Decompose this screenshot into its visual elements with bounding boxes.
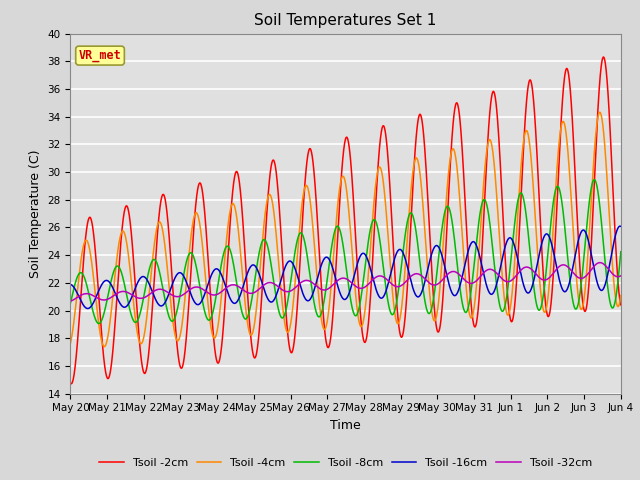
Tsoil -16cm (67, 281, 74, 287)
Legend: Tsoil -2cm, Tsoil -4cm, Tsoil -8cm, Tsoil -16cm, Tsoil -32cm: Tsoil -2cm, Tsoil -4cm, Tsoil -8cm, Tsoi… (95, 453, 596, 472)
Tsoil -16cm (301, 296, 309, 302)
Tsoil -16cm (547, 239, 555, 244)
Tsoil -2cm (67, 381, 75, 387)
Tsoil -32cm (67, 298, 74, 304)
Tsoil -2cm (607, 132, 614, 138)
Line: Tsoil -16cm: Tsoil -16cm (70, 226, 621, 309)
Tsoil -32cm (278, 287, 285, 292)
Tsoil -16cm (162, 298, 170, 303)
Tsoil -2cm (600, 54, 607, 60)
Tsoil -32cm (547, 274, 554, 279)
Tsoil -16cm (606, 259, 614, 264)
Tsoil -4cm (596, 109, 604, 115)
Tsoil -2cm (278, 242, 285, 248)
Tsoil -8cm (129, 318, 137, 324)
Tsoil -16cm (617, 224, 625, 229)
Tsoil -8cm (278, 315, 285, 321)
Tsoil -2cm (67, 380, 74, 386)
Line: Tsoil -2cm: Tsoil -2cm (70, 57, 621, 384)
Tsoil -8cm (617, 249, 625, 254)
Tsoil -4cm (301, 183, 309, 189)
X-axis label: Time: Time (330, 419, 361, 432)
Tsoil -4cm (278, 294, 285, 300)
Tsoil -4cm (100, 344, 108, 349)
Tsoil -8cm (162, 302, 170, 308)
Line: Tsoil -8cm: Tsoil -8cm (70, 180, 621, 324)
Tsoil -2cm (547, 302, 555, 308)
Tsoil -32cm (129, 293, 137, 299)
Tsoil -8cm (95, 321, 102, 326)
Tsoil -32cm (162, 288, 170, 294)
Tsoil -2cm (129, 255, 137, 261)
Text: VR_met: VR_met (79, 49, 122, 62)
Tsoil -16cm (278, 275, 285, 281)
Y-axis label: Soil Temperature (C): Soil Temperature (C) (29, 149, 42, 278)
Tsoil -4cm (617, 293, 625, 299)
Tsoil -2cm (162, 202, 170, 207)
Tsoil -8cm (301, 243, 309, 249)
Line: Tsoil -4cm: Tsoil -4cm (70, 112, 621, 347)
Tsoil -16cm (84, 306, 92, 312)
Tsoil -8cm (547, 220, 555, 226)
Tsoil -16cm (129, 290, 137, 296)
Tsoil -4cm (547, 261, 555, 266)
Tsoil -16cm (616, 223, 624, 229)
Tsoil -2cm (617, 302, 625, 308)
Tsoil -8cm (591, 177, 598, 182)
Tsoil -32cm (301, 277, 309, 283)
Tsoil -32cm (596, 260, 604, 265)
Tsoil -4cm (607, 230, 614, 236)
Tsoil -4cm (67, 341, 74, 347)
Tsoil -8cm (607, 300, 614, 306)
Tsoil -4cm (162, 252, 170, 258)
Title: Soil Temperatures Set 1: Soil Temperatures Set 1 (255, 13, 436, 28)
Tsoil -32cm (617, 273, 625, 279)
Tsoil -2cm (301, 173, 309, 179)
Tsoil -8cm (67, 300, 74, 306)
Line: Tsoil -32cm: Tsoil -32cm (70, 263, 621, 301)
Tsoil -32cm (606, 268, 614, 274)
Tsoil -4cm (129, 298, 137, 304)
